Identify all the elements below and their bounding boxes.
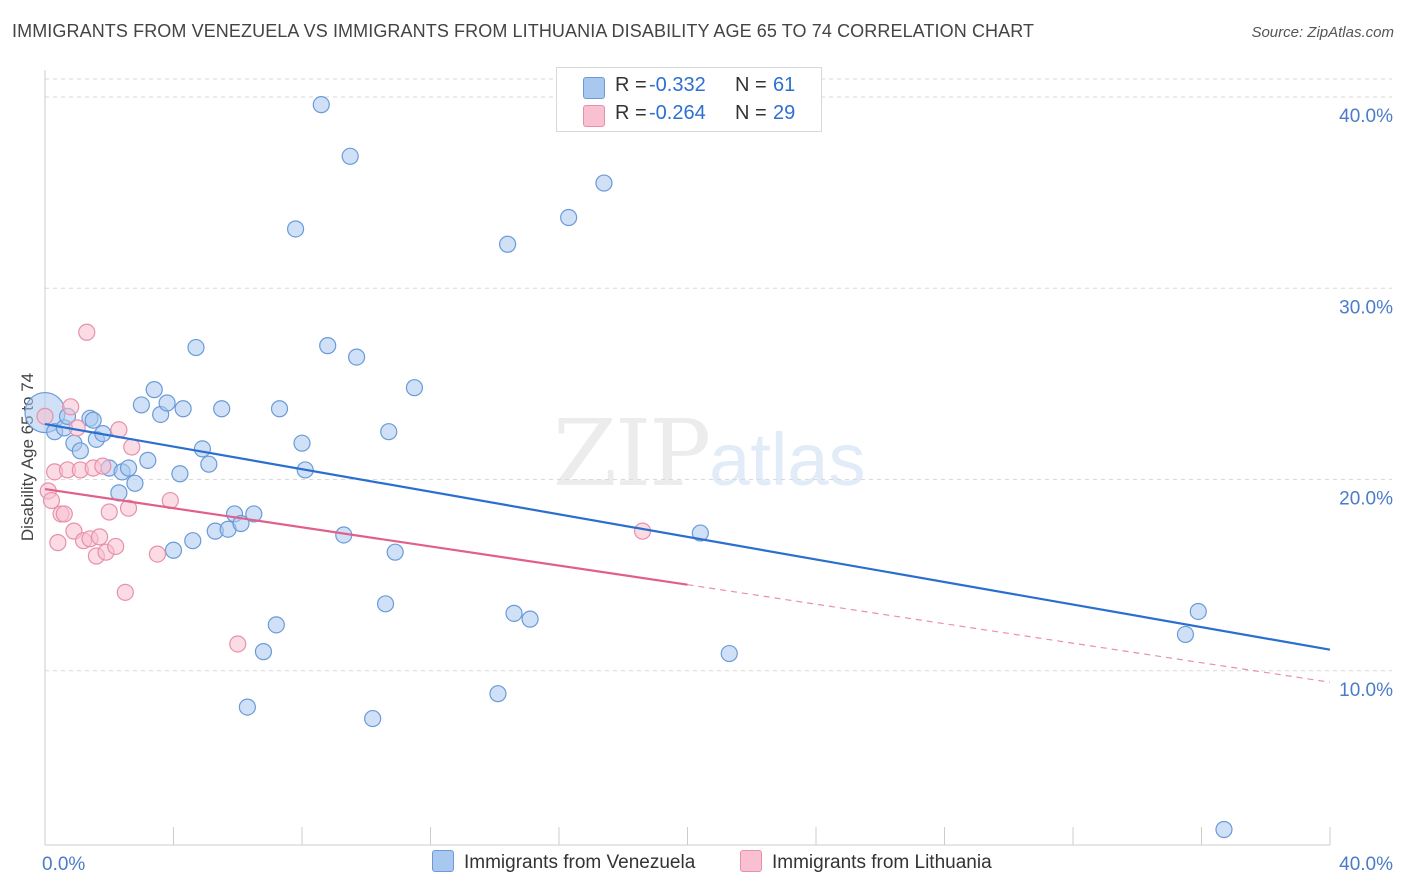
venezuela-point: [254, 643, 273, 661]
bottom-legend-lithuania: Immigrants from Lithuania: [740, 850, 992, 874]
lithuania-point: [36, 407, 54, 425]
lithuania-point: [148, 545, 167, 563]
venezuela-point: [132, 396, 150, 414]
venezuela-point: [245, 505, 263, 523]
venezuela-point: [560, 208, 578, 227]
venezuela-point: [691, 524, 709, 542]
venezuela-point: [158, 394, 176, 412]
chart-title: IMMIGRANTS FROM VENEZUELA VS IMMIGRANTS …: [12, 21, 1035, 41]
lithuania-point: [107, 537, 125, 556]
legend-n-label: N =: [735, 74, 767, 96]
legend-n-venezuela: 61: [773, 74, 796, 96]
venezuela-point: [380, 423, 398, 441]
watermark: ZIPatlas: [553, 400, 865, 507]
x-tick-label: 0.0%: [42, 854, 85, 875]
venezuela-point: [595, 174, 613, 192]
lithuania-trend-line: [44, 487, 688, 586]
lithuania-point: [49, 534, 67, 552]
venezuela-point: [1215, 820, 1233, 839]
venezuela-trend-line: [44, 422, 1331, 651]
legend-r-lithuania: -0.264: [649, 102, 706, 124]
bottom-legend-lithuania-label: Immigrants from Lithuania: [772, 852, 992, 873]
lithuania-point: [633, 522, 652, 540]
venezuela-point: [341, 147, 359, 165]
venezuela-point: [174, 400, 192, 418]
x-tick-label: 40.0%: [1339, 854, 1393, 875]
legend-r-venezuela: -0.332: [649, 74, 706, 96]
lithuania-point: [94, 457, 112, 475]
venezuela-point: [293, 434, 311, 452]
venezuela-point: [386, 543, 404, 561]
y-tick-label: 40.0%: [1339, 106, 1393, 127]
venezuela-point: [270, 400, 289, 418]
lithuania-point: [55, 505, 73, 523]
venezuela-point: [312, 96, 330, 114]
legend-r-label: R =: [615, 74, 647, 96]
lithuania-point: [123, 438, 141, 456]
lithuania-point: [91, 528, 109, 546]
venezuela-point: [71, 442, 89, 460]
venezuela-point: [145, 381, 163, 399]
lithuania-point: [42, 491, 61, 510]
lithuania-point: [119, 499, 138, 517]
venezuela-point: [286, 220, 305, 238]
venezuela-point: [184, 532, 202, 550]
venezuela-point: [376, 595, 395, 613]
venezuela-point: [164, 541, 183, 559]
lithuania-point: [229, 635, 247, 653]
watermark-atlas: atlas: [709, 418, 866, 501]
legend-r-label: R =: [615, 102, 647, 124]
venezuela-point: [489, 685, 507, 703]
venezuela-swatch: [583, 77, 605, 99]
venezuela-point: [505, 604, 523, 622]
venezuela-point: [319, 337, 337, 355]
lithuania-trend-extension: [687, 584, 1331, 683]
venezuela-point: [84, 411, 102, 429]
venezuela-point: [720, 644, 738, 663]
venezuela-point: [187, 338, 205, 357]
y-tick-label: 30.0%: [1339, 297, 1393, 318]
venezuela-point: [200, 455, 218, 473]
venezuela-point: [213, 400, 231, 418]
venezuela-point: [499, 235, 517, 253]
venezuela-point: [238, 698, 256, 716]
legend-n-label: N =: [735, 102, 767, 124]
lithuania-point: [100, 503, 118, 521]
y-tick-label: 10.0%: [1339, 680, 1393, 701]
venezuela-point: [364, 709, 382, 728]
venezuela-point: [1176, 625, 1195, 644]
legend-n-lithuania: 29: [773, 102, 796, 124]
venezuela-point: [521, 610, 539, 628]
lithuania-swatch: [583, 105, 605, 127]
venezuela-point: [1189, 602, 1207, 621]
venezuela-point: [405, 379, 424, 397]
venezuela-point: [267, 616, 285, 634]
y-tick-label: 20.0%: [1339, 489, 1393, 510]
correlation-legend: R = -0.332 N = 61 R = -0.264 N = 29: [556, 67, 822, 132]
lithuania-point: [78, 323, 96, 341]
watermark-zip: ZIP: [553, 400, 711, 507]
venezuela-point: [348, 348, 366, 366]
venezuela-point: [119, 459, 138, 477]
lithuania-point: [62, 398, 80, 416]
venezuela-point: [139, 451, 157, 469]
venezuela-legend-swatch: [432, 850, 454, 872]
venezuela-point: [126, 474, 144, 492]
lithuania-point: [116, 583, 134, 601]
bottom-legend-venezuela: Immigrants from Venezuela: [432, 850, 695, 874]
venezuela-point: [171, 465, 189, 483]
source-credit: Source: ZipAtlas.com: [1251, 24, 1394, 41]
venezuela-point: [193, 440, 212, 458]
bottom-legend-venezuela-label: Immigrants from Venezuela: [464, 852, 696, 873]
lithuania-legend-swatch: [740, 850, 762, 872]
